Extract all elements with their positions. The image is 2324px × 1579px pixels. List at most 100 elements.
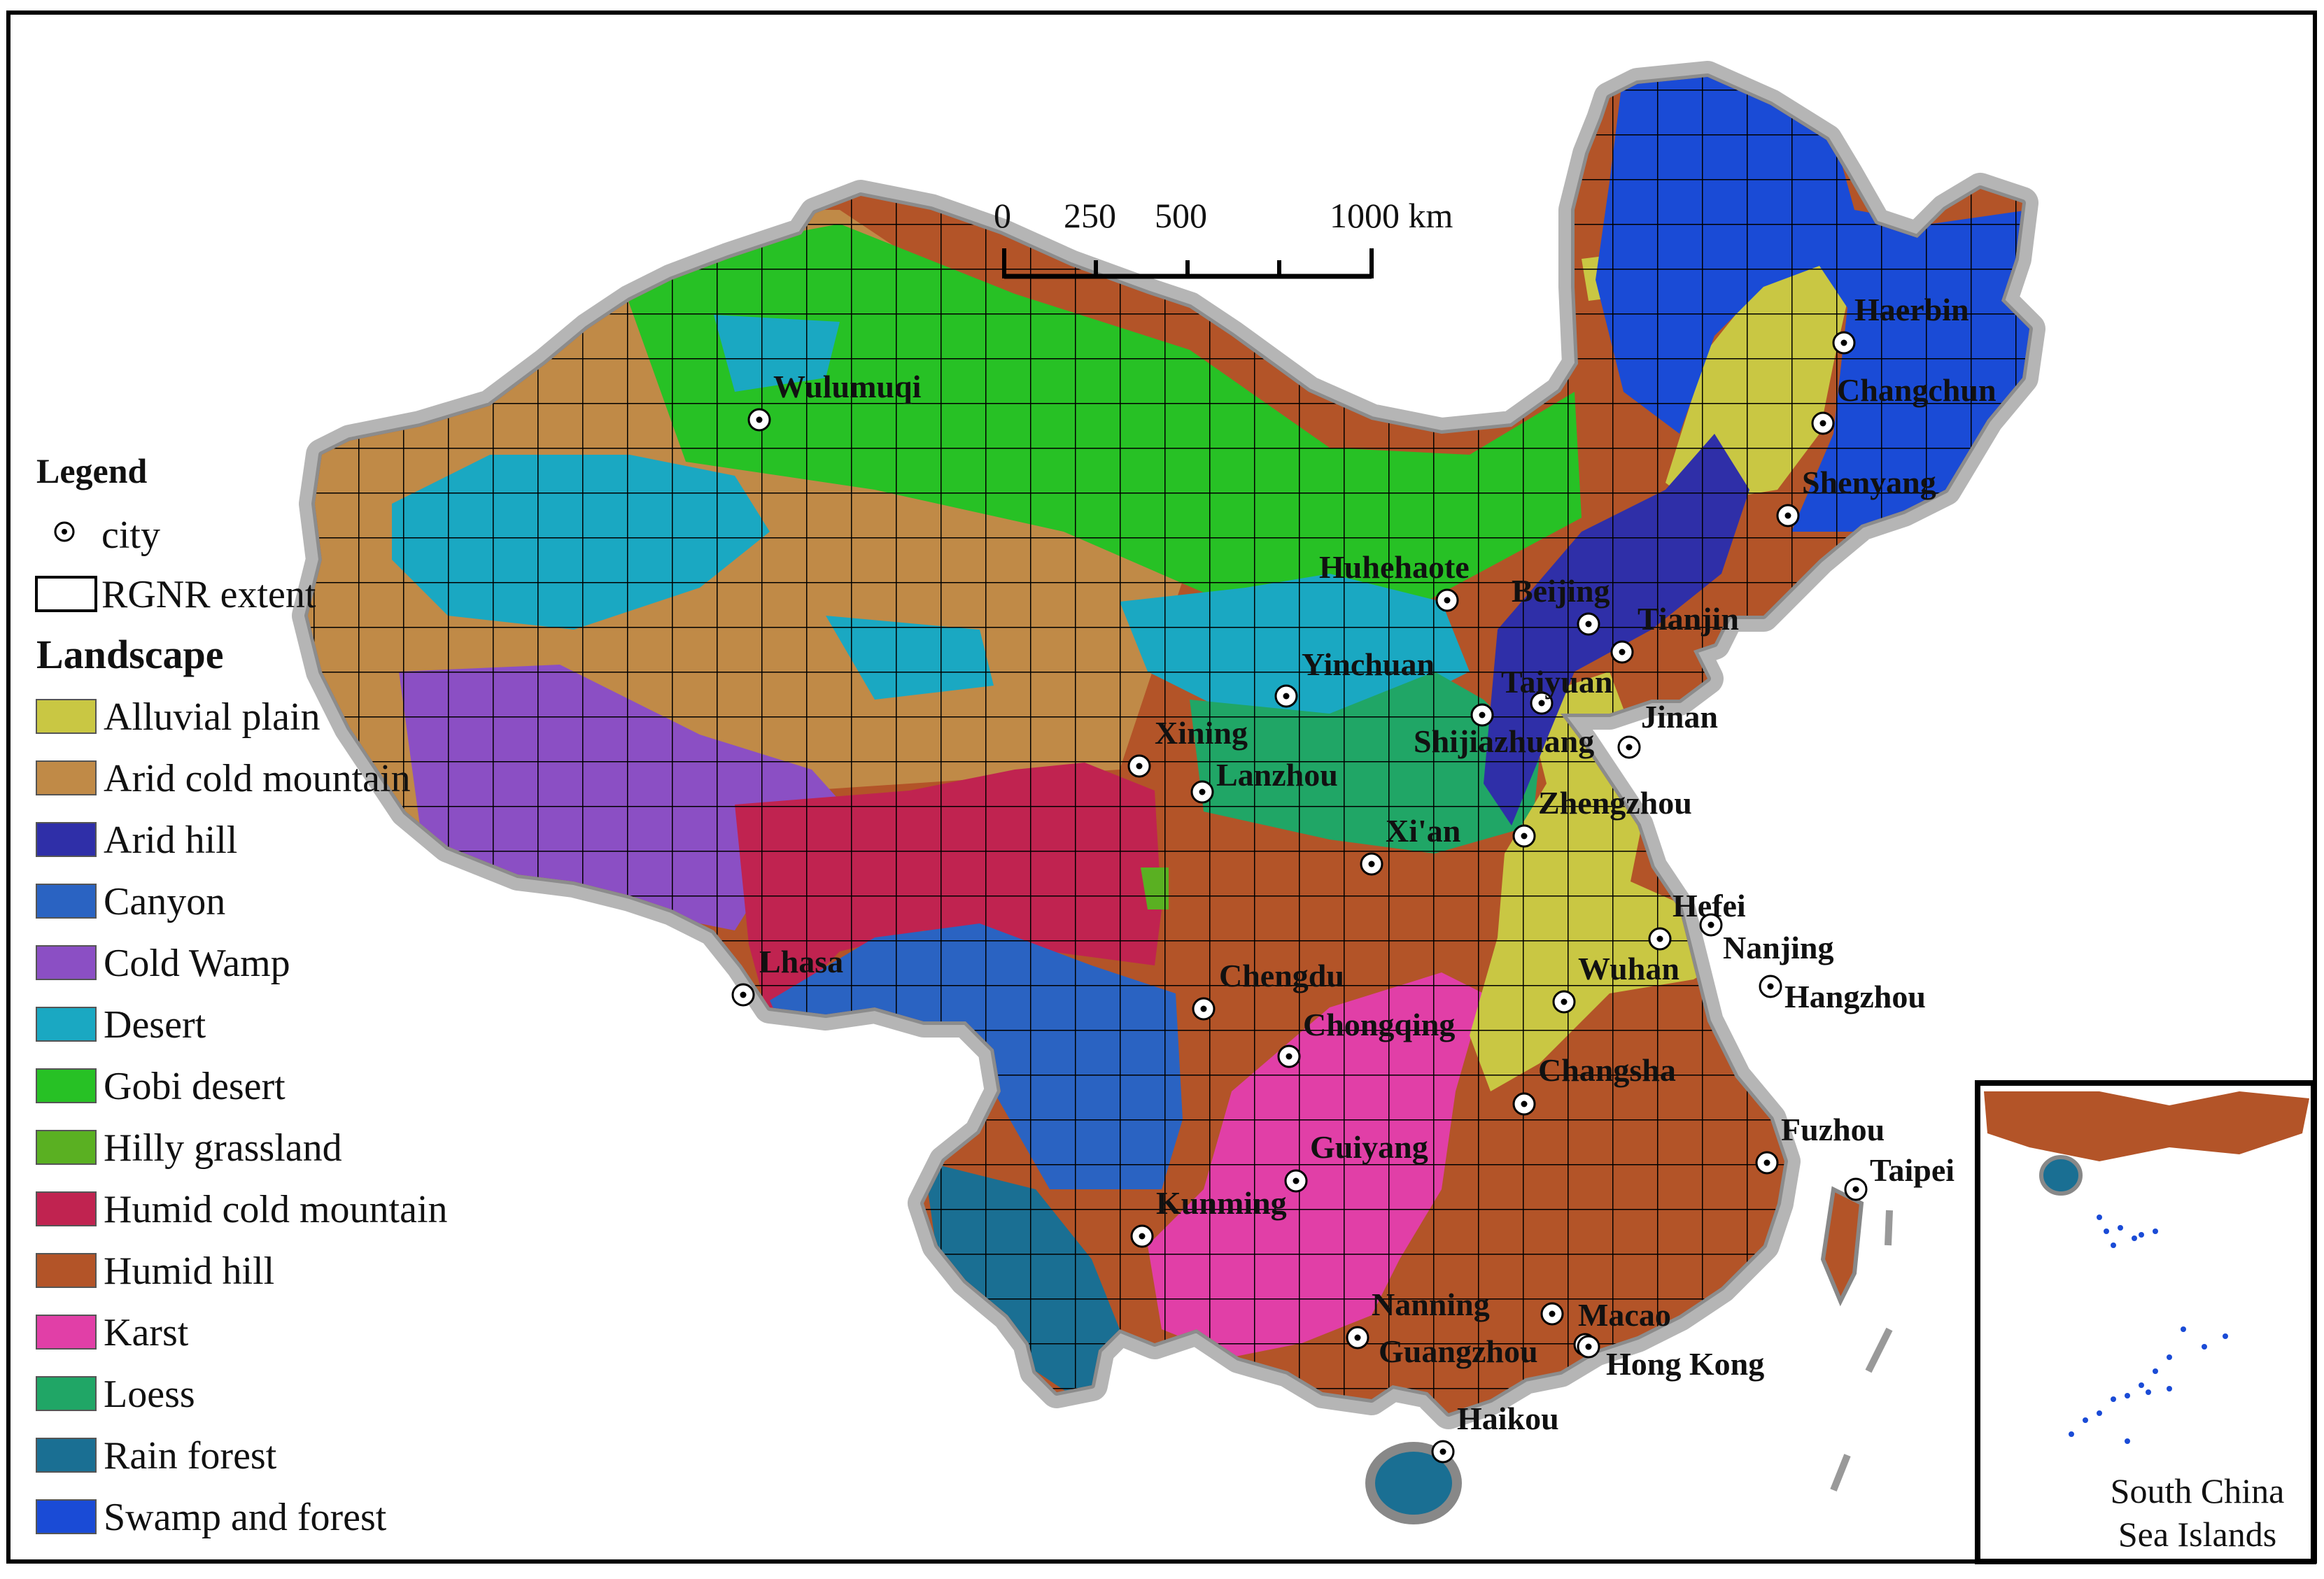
city-label-shijiazhuang: Shijiazhuang [1414,723,1594,759]
taiwan-island [1820,1186,1864,1307]
inset-island-dot [2223,1333,2228,1339]
city-xi-an: Xi'an [1360,813,1460,876]
inset-island-dot [2097,1215,2102,1220]
city-label-taiyuan: Taiyuan [1501,664,1612,700]
city-chengdu: Chengdu [1192,958,1344,1021]
inset-island-dot [2132,1235,2137,1241]
legend-label-humid-hill: Humid hill [104,1249,274,1293]
city-label-changchun: Changchun [1837,372,1996,408]
city-marker-dot [1656,935,1663,942]
inset-frame [1975,1080,2316,1564]
inset-island-dot [2153,1228,2158,1234]
city-label-hong-kong: Hong Kong [1606,1346,1764,1382]
legend-extent-label: RGNR extent [101,573,316,616]
city-marker-dot [1139,1233,1146,1240]
city-marker-dot [1521,833,1528,840]
legend-swatch-loess [36,1376,97,1411]
city-label-tianjin: Tianjin [1638,601,1739,637]
city-marker-dot [1619,649,1626,656]
legend-label-karst: Karst [104,1311,189,1354]
city-changchun: Changchun [1811,372,1996,435]
hainan-island [1365,1442,1462,1524]
city-marker-dot [1626,744,1633,751]
inset-island-dot [2083,1417,2088,1423]
city-label-taipei: Taipei [1870,1152,1955,1188]
city-marker-dot [1521,1100,1528,1107]
legend-label-canyon: Canyon [104,880,225,923]
city-marker-dot [1852,1186,1859,1193]
legend-label-rain-forest: Rain forest [104,1434,277,1478]
inset-island-dot [2118,1225,2123,1231]
scale-label-500: 500 [1155,196,1207,235]
inset-island-dot [2181,1326,2186,1332]
legend-swatch-humid-cold-mountain [36,1191,97,1226]
legend-swatch-canyon [36,884,97,919]
city-macao: Macao [1540,1297,1671,1333]
city-guiyang: Guiyang [1284,1129,1428,1193]
city-label-haikou: Haikou [1457,1401,1559,1436]
city-jinan: Jinan [1617,699,1718,759]
city-label-nanning: Nanning [1372,1287,1490,1322]
inset-island-dot [2139,1382,2144,1388]
city-marker-dot [1286,1053,1293,1060]
inset-island-dot [2146,1389,2151,1395]
city-lanzhou: Lanzhou [1190,757,1338,804]
legend-extent-swatch [35,576,97,612]
city-label-beijing: Beijing [1512,573,1610,609]
city-haerbin: Haerbin [1832,292,1969,355]
city-marker-dot [1549,1310,1556,1317]
city-marker-dot [1784,512,1791,519]
city-nanning: Nanning [1346,1287,1490,1350]
city-shenyang: Shenyang [1776,465,1936,527]
city-tianjin: Tianjin [1610,601,1739,664]
legend-label-loess: Loess [104,1373,195,1416]
legend-swatch-hilly-grassland [36,1130,97,1165]
legend-swatch-alluvial-plain [36,699,97,734]
city-marker-dot [1200,1005,1207,1012]
city-marker-dot [1444,597,1451,604]
city-haikou: Haikou [1431,1401,1559,1464]
inset-island-dot [2069,1431,2074,1437]
scale-label-0: 0 [994,196,1011,235]
scale-label-1000: 1000 km [1330,196,1453,235]
city-changsha: Changsha [1512,1052,1676,1116]
city-label-jinan: Jinan [1641,699,1718,735]
city-marker-dot [1354,1334,1361,1341]
city-taiyuan: Taiyuan [1501,664,1612,715]
city-label-guiyang: Guiyang [1310,1129,1428,1165]
inset-island-dot [2111,1242,2116,1248]
legend-swatch-desert [36,1007,97,1042]
city-marker-dot [1840,339,1847,346]
city-marker-dot [1538,700,1545,707]
legend-swatch-swamp-and-forest [36,1499,97,1534]
city-zhengzhou: Zhengzhou [1512,785,1692,848]
inset-map: South China Sea Islands [1975,1080,2316,1564]
city-label-xi-an: Xi'an [1386,813,1460,849]
city-yinchuan: Yinchuan [1274,646,1435,708]
city-marker-dot [1763,1159,1770,1166]
city-marker-dot [1707,921,1714,928]
city-marker-dot [1767,983,1774,990]
inset-island-dot [2202,1344,2207,1350]
legend-swatch-humid-hill [36,1253,97,1288]
city-marker-dot [1585,1343,1592,1350]
city-nanjing: Nanjing [1699,913,1833,965]
city-marker-dot [756,416,763,423]
inset-island-dot [2125,1438,2130,1444]
scale-bar: 0 250 500 1000 km [994,196,1453,279]
inset-island-dot [2167,1386,2172,1392]
inset-island-dot [2104,1228,2109,1234]
city-beijing: Beijing [1512,573,1610,636]
landscape-class-list: Alluvial plain Arid cold mountain Arid hil… [36,695,448,1539]
city-marker-dot [1368,861,1375,868]
legend-label-arid-cold-mountain: Arid cold mountain [104,757,411,800]
inset-island-dot [2125,1393,2130,1399]
legend-label-cold-wamp: Cold Wamp [104,942,290,985]
inset-islands [2069,1215,2228,1444]
city-hong-kong: Hong Kong [1577,1335,1764,1382]
city-chongqing: Chongqing [1277,1007,1455,1068]
legend-label-alluvial-plain: Alluvial plain [104,695,321,739]
city-marker-dot [1439,1448,1446,1455]
boundary-dashes [1830,1210,1893,1492]
